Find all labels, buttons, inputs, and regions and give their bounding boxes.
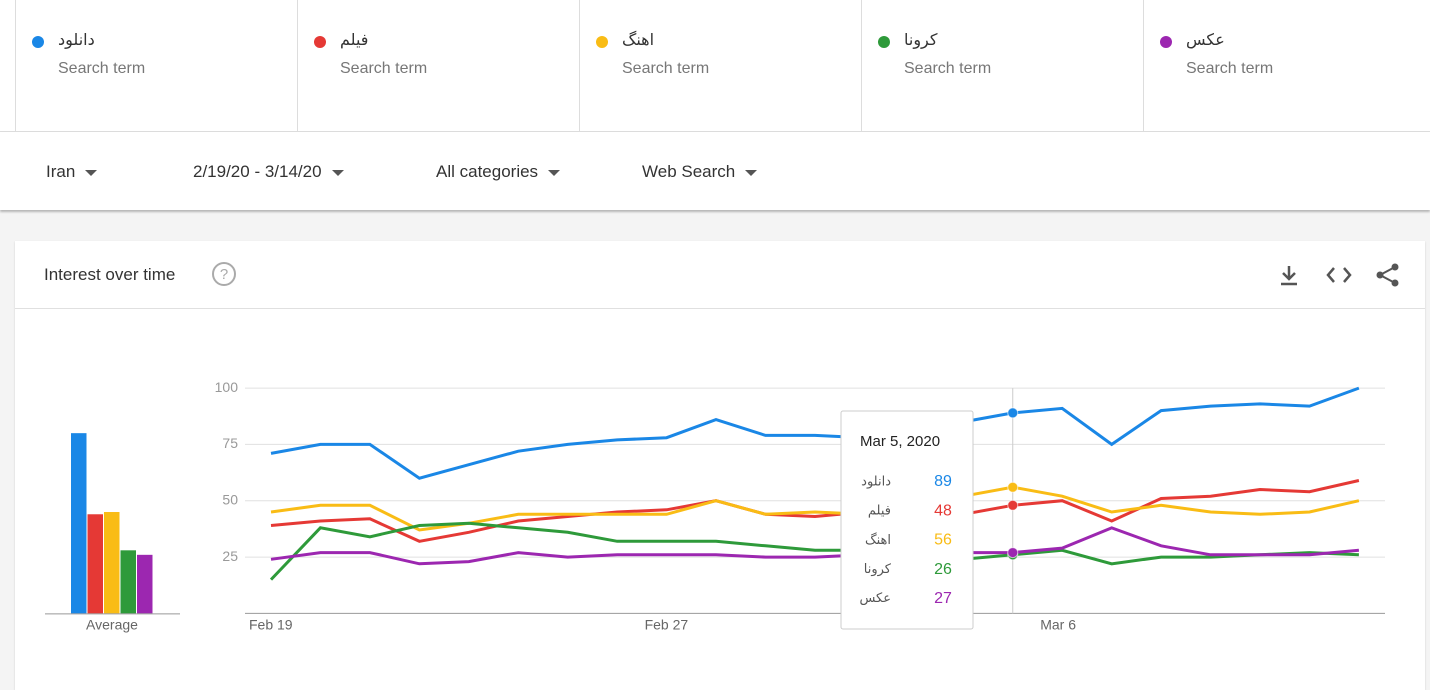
y-tick-label: 75 [222,435,238,451]
average-bar [104,512,120,614]
filter-dropdown[interactable]: All categories [436,162,561,182]
term-subtitle: Search term [58,60,146,77]
series-line [270,479,1360,543]
search-terms: دانلود Search term فیلم Search term اهنگ Sear… [0,0,1430,132]
dropdown-arrow [745,169,758,176]
term-dot [878,36,890,48]
card: Interest over time ? [15,241,1425,690]
help-icon[interactable]: ? [211,261,237,287]
average-bar [120,550,136,614]
term-card[interactable]: اهنگ Search term [579,0,861,131]
hover-point [1007,547,1019,559]
x-tick-label: Feb 27 [645,617,689,633]
svg-text:?: ? [220,266,228,283]
filter-dropdown[interactable]: Iran [46,162,98,182]
filter-label: 2/19/20 - 3/14/20 [193,162,322,181]
filter-label: Web Search [642,162,736,181]
tooltip-value: 27 [934,590,952,607]
tooltip-value: 26 [934,561,952,578]
series-line [269,521,1359,581]
y-tick-label: 100 [215,379,239,395]
download-icon[interactable] [1277,263,1301,287]
term-name: دانلود [58,32,95,49]
tooltip-name: کرونا [864,561,892,577]
filter-bar: Iran 2/19/20 - 3/14/20 All categories Web S… [0,132,1430,210]
hover-point [1007,407,1019,419]
term-card[interactable]: دانلود Search term [15,0,297,131]
y-tick-label: 25 [222,548,238,564]
series-line [270,526,1360,566]
term-subtitle: Search term [622,60,710,77]
term-name: عکس [1186,32,1225,49]
term-name: اهنگ [622,32,655,49]
dropdown-arrow [548,169,561,176]
dropdown-arrow [85,169,98,176]
dropdown-arrow [331,169,344,176]
card-title: Interest over time [44,265,176,284]
tooltip-name: اهنگ [865,532,891,547]
term-name: فیلم [340,32,369,49]
filter-dropdown[interactable]: 2/19/20 - 3/14/20 [193,162,344,182]
tooltip-title: Mar 5, 2020 [860,433,940,450]
hover-point [1007,499,1019,511]
average-bar [71,433,87,614]
term-card[interactable]: فیلم Search term [297,0,579,131]
term-subtitle: Search term [1186,60,1274,77]
average-bar [137,554,153,614]
tooltip-name: عکس [859,590,891,606]
x-tick-label: Feb 19 [249,617,293,633]
series-line [270,386,1360,480]
embed-icon[interactable] [1325,263,1353,287]
tooltip-name: فیلم [868,503,891,519]
tooltip-name: دانلود [861,473,891,489]
term-subtitle: Search term [904,60,992,77]
term-subtitle: Search term [340,60,428,77]
card-header: Interest over time ? [15,241,1425,309]
term-dot [1160,36,1172,48]
y-tick-label: 50 [222,491,238,507]
share-icon[interactable] [1375,262,1401,288]
x-tick-label: Mar 6 [1040,617,1076,633]
tooltip-box [840,410,974,630]
term-card[interactable]: عکس Search term [1143,0,1425,131]
filter-dropdown[interactable]: Web Search [642,162,758,182]
term-name: کرونا [904,32,938,49]
filter-label: Iran [46,162,76,181]
chart: 25 50 75 100 Feb 19 Feb 27 Mar 6 Average Mar 5, … [45,379,1385,633]
hover-point [1007,481,1019,493]
tooltip-value: 89 [934,473,952,490]
term-card[interactable]: کرونا Search term [861,0,1143,131]
average-bar [87,514,103,614]
tooltip: Mar 5, 2020 دانلود 89 فیلم 48 اهنگ 56 کرونا 26 عک… [840,410,974,630]
term-dot [596,36,608,48]
filter-label: All categories [436,162,539,181]
term-dot [314,36,326,48]
average-label: Average [86,617,138,633]
tooltip-value: 48 [934,502,952,519]
tooltip-value: 56 [934,532,952,549]
term-dot [32,36,44,48]
